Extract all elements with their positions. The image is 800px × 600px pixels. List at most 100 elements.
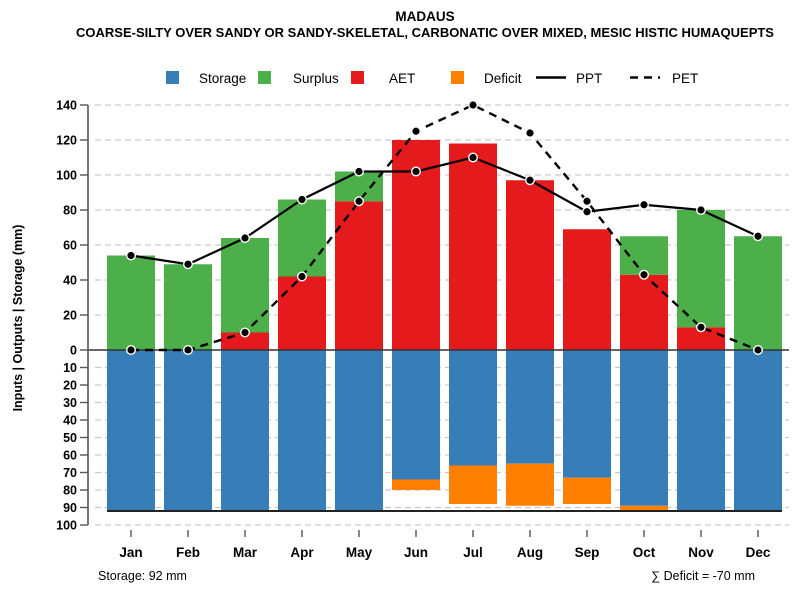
bar-deficit-Jun — [392, 479, 440, 490]
y-tick-label: 70 — [63, 466, 77, 480]
pet-point-Aug — [525, 127, 536, 138]
bar-storage-Sep — [563, 350, 611, 478]
bar-storage-May — [335, 350, 383, 511]
plot-area: 0 20 40 60 80 100 120 140 10 20 30 40 50 60 70 80 90 100 J… — [56, 99, 789, 560]
legend-swatch-storage — [166, 71, 179, 84]
ppt-line — [130, 156, 759, 266]
bar-surplus-Jan — [107, 255, 155, 350]
y-tick-label: 100 — [56, 519, 77, 533]
y-tick-label: 10 — [63, 361, 77, 375]
ppt-point-May — [354, 166, 365, 177]
bar-aet-Oct — [620, 274, 668, 350]
ppt-point-Oct — [639, 199, 650, 210]
bar-surplus-Mar — [221, 238, 269, 333]
pet-point-Nov — [696, 322, 707, 333]
bar-aet-Nov — [677, 327, 725, 350]
bar-aet-Jul — [449, 143, 497, 350]
pet-line — [131, 103, 759, 352]
x-tick-label-Jun: Jun — [404, 545, 428, 560]
ppt-point-Sep — [582, 206, 593, 217]
legend-label-ppt: PPT — [576, 71, 602, 86]
ppt-point-Mar — [239, 232, 250, 243]
bar-deficit-Jul — [449, 465, 497, 504]
legend-swatch-deficit — [451, 71, 464, 84]
bar-storage-Apr — [278, 350, 326, 511]
bar-storage-Dec — [734, 350, 782, 511]
y-tick-label: 60 — [63, 239, 77, 253]
pet-point-Jun — [411, 126, 422, 137]
legend-label-deficit: Deficit — [484, 71, 522, 86]
y-tick-label: 140 — [56, 99, 77, 113]
y-tick-label: 80 — [63, 484, 77, 498]
bar-storage-Feb — [164, 350, 212, 511]
bar-aet-Apr — [278, 276, 326, 350]
pet-point-Sep — [582, 196, 593, 207]
x-tick-label-Feb: Feb — [176, 545, 200, 560]
y-tick-label: 120 — [56, 134, 77, 148]
x-tick-label-Sep: Sep — [575, 545, 600, 560]
pet-point-May — [354, 196, 365, 207]
bar-storage-Jan — [107, 350, 155, 511]
x-tick-label-Apr: Apr — [290, 545, 314, 560]
pet-point-Feb — [182, 345, 193, 356]
legend-label-storage: Storage — [199, 71, 246, 86]
y-tick-label: 60 — [63, 449, 77, 463]
pet-point-Jul — [468, 99, 479, 110]
ppt-point-Nov — [696, 204, 707, 215]
bar-surplus-Apr — [278, 199, 326, 277]
legend: Storage Surplus AET Deficit PPT PET — [166, 71, 698, 86]
bar-storage-Jul — [449, 350, 497, 466]
x-tick-label-Mar: Mar — [233, 545, 258, 560]
bar-surplus-Nov — [677, 210, 725, 328]
bar-deficit-Oct — [620, 505, 668, 511]
bar-storage-Jun — [392, 350, 440, 480]
pet-point-Jan — [125, 345, 136, 356]
x-tick-label-Jul: Jul — [463, 545, 483, 560]
ppt-point-Jun — [411, 166, 422, 177]
x-tick-label-Oct: Oct — [633, 545, 656, 560]
y-tick-label: 20 — [63, 379, 77, 393]
bar-aet-May — [335, 201, 383, 350]
y-tick-label: 40 — [63, 414, 77, 428]
y-tick-label: 40 — [63, 274, 77, 288]
y-tick-label: 100 — [56, 169, 77, 183]
pet-point-Mar — [239, 327, 250, 338]
y-tick-label: 90 — [63, 501, 77, 515]
ppt-point-Jan — [125, 250, 136, 261]
y-tick-label: 20 — [63, 309, 77, 323]
legend-swatch-surplus — [258, 71, 271, 84]
ppt-point-Dec — [753, 231, 764, 242]
bar-surplus-Feb — [164, 264, 212, 350]
bar-storage-Aug — [506, 350, 554, 464]
legend-label-aet: AET — [389, 71, 415, 86]
chart-title: MADAUS — [395, 9, 454, 24]
y-tick-label: 80 — [63, 204, 77, 218]
bar-storage-Oct — [620, 350, 668, 506]
ppt-point-Aug — [525, 175, 536, 186]
y-axis-label: Inputs | Outputs | Storage (mm) — [11, 225, 25, 412]
legend-label-surplus: Surplus — [293, 71, 339, 86]
x-tick-label-Nov: Nov — [688, 545, 714, 560]
ppt-point-Jul — [468, 152, 479, 163]
y-tick-label: 0 — [70, 344, 77, 358]
chart-subtitle: COARSE-SILTY OVER SANDY OR SANDY-SKELETA… — [76, 25, 774, 40]
bar-aet-Sep — [563, 229, 611, 350]
legend-swatch-aet — [351, 71, 364, 84]
bar-storage-Nov — [677, 350, 725, 511]
bar-deficit-Aug — [506, 463, 554, 506]
x-tick-label-Jan: Jan — [119, 545, 142, 560]
bar-surplus-Dec — [734, 236, 782, 350]
deficit-note: ∑ Deficit = -70 mm — [651, 569, 755, 583]
bar-deficit-Sep — [563, 477, 611, 504]
bar-storage-Mar — [221, 350, 269, 511]
pet-point-Dec — [753, 345, 764, 356]
x-tick-label-Dec: Dec — [746, 545, 771, 560]
y-tick-label: 30 — [63, 396, 77, 410]
pet-point-Oct — [639, 269, 650, 280]
storage-note: Storage: 92 mm — [98, 569, 187, 583]
ppt-point-Apr — [297, 194, 308, 205]
pet-point-Apr — [297, 271, 308, 282]
x-tick-label-Aug: Aug — [517, 545, 543, 560]
legend-label-pet: PET — [672, 71, 698, 86]
